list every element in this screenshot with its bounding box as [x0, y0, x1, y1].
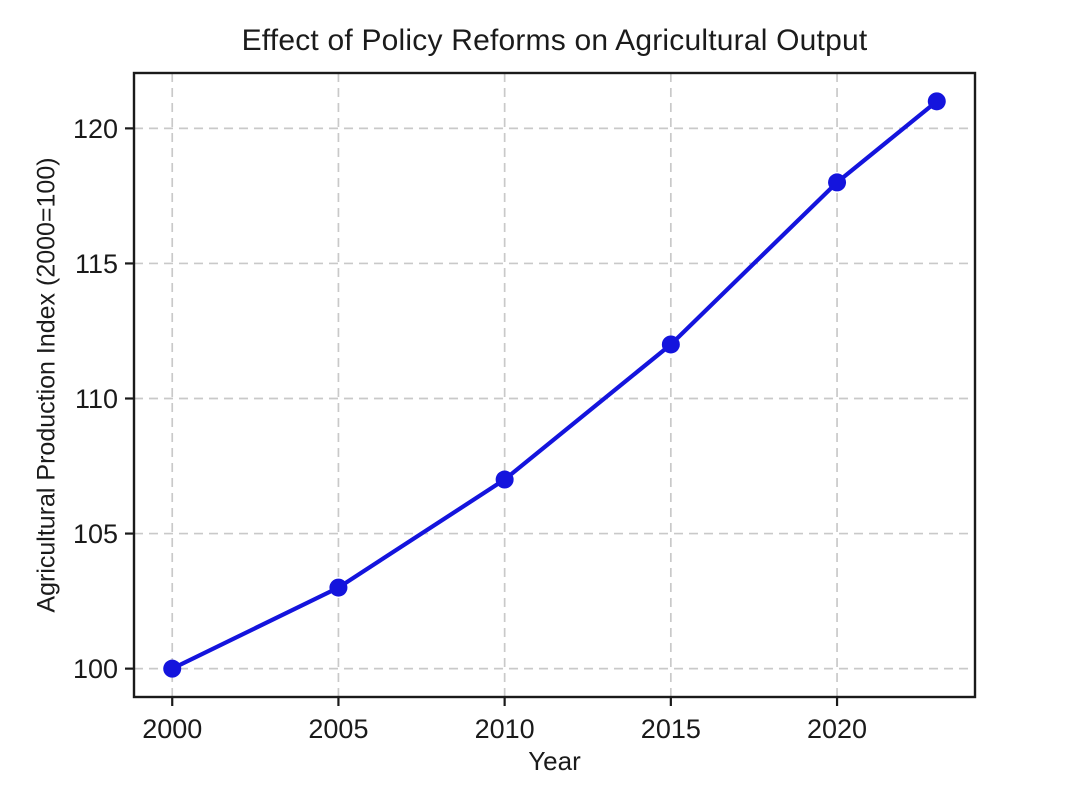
- chart-title: Effect of Policy Reforms on Agricultural…: [241, 24, 868, 57]
- data-point: [927, 92, 946, 111]
- data-point: [329, 578, 348, 597]
- y-tick-label: 120: [73, 114, 118, 144]
- y-tick-label: 105: [73, 519, 118, 549]
- y-tick-label: 110: [75, 384, 118, 414]
- x-tick-label: 2020: [807, 714, 867, 744]
- x-axis-label: Year: [528, 746, 581, 776]
- data-point: [828, 173, 847, 192]
- data-point: [495, 470, 514, 489]
- plot-frame: [132, 71, 977, 699]
- x-tick-label: 2015: [641, 714, 701, 744]
- data-line: [170, 99, 939, 671]
- data-point: [661, 335, 680, 354]
- x-tick-label: 2010: [475, 714, 535, 744]
- x-tick-label: 2000: [142, 714, 202, 744]
- y-tick-label: 100: [73, 654, 118, 684]
- data-point: [163, 659, 182, 678]
- x-tick-label: 2005: [308, 714, 368, 744]
- y-tick-label: 115: [75, 249, 118, 279]
